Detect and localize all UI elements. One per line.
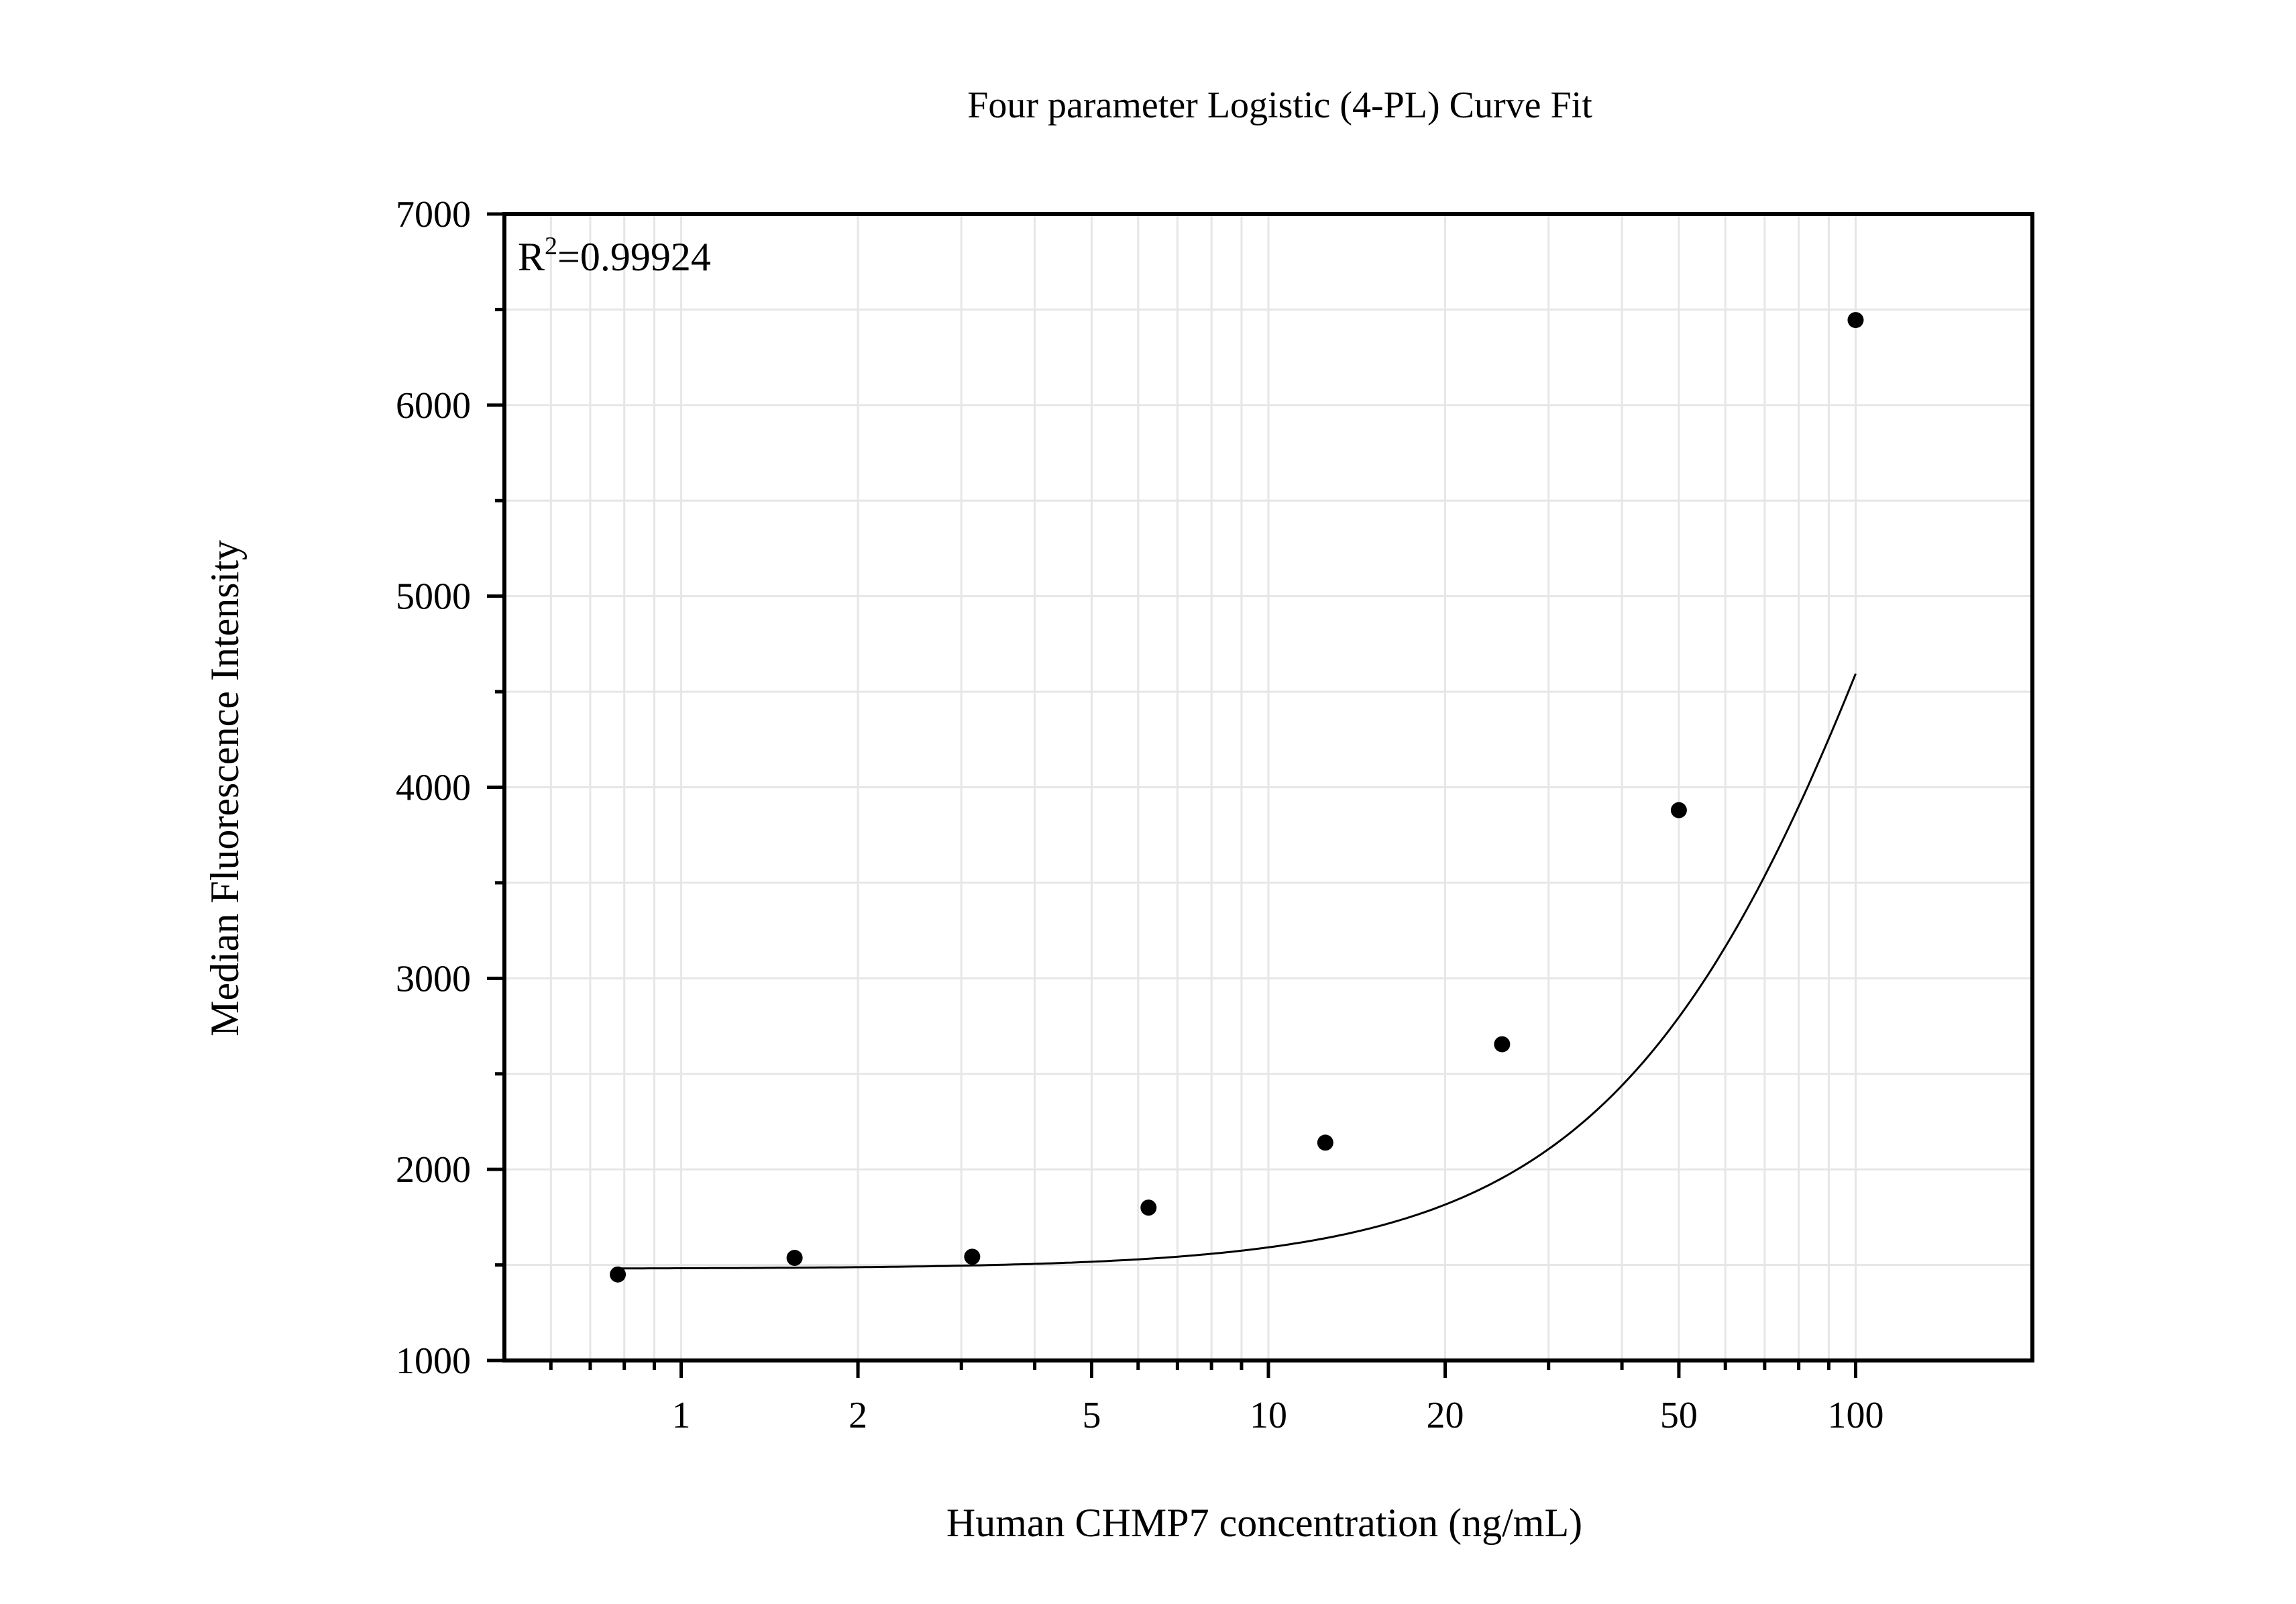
data-point bbox=[1317, 1134, 1333, 1151]
grid bbox=[504, 214, 2032, 1360]
r-squared-prefix: R bbox=[518, 235, 545, 279]
r-squared-value: =0.99924 bbox=[557, 235, 711, 279]
x-tick-label: 10 bbox=[1250, 1395, 1287, 1436]
data-points bbox=[610, 312, 1864, 1283]
data-point bbox=[610, 1266, 626, 1283]
data-point bbox=[1140, 1199, 1157, 1216]
fit-curve-layer bbox=[618, 673, 1857, 1270]
fit-curve bbox=[618, 673, 1857, 1270]
y-tick-label: 4000 bbox=[396, 767, 471, 809]
r-squared-annotation: R2=0.99924 bbox=[518, 232, 711, 279]
axis-ticks bbox=[487, 212, 1857, 1378]
x-tick-label: 5 bbox=[1082, 1395, 1101, 1436]
data-point bbox=[964, 1248, 981, 1265]
x-tick-label: 50 bbox=[1660, 1395, 1698, 1436]
plot-frame bbox=[502, 212, 2034, 1362]
x-tick-label: 100 bbox=[1827, 1395, 1883, 1436]
data-point bbox=[1670, 802, 1687, 818]
y-tick-label: 1000 bbox=[396, 1340, 471, 1382]
tick-labels: 1 2 5 10 20 50 100 1000 2000 3000 4000 5000 6000 7000 bbox=[396, 194, 1883, 1436]
r-squared-superscript: 2 bbox=[545, 232, 557, 260]
y-tick-label: 3000 bbox=[396, 958, 471, 1000]
data-point bbox=[1494, 1036, 1511, 1053]
y-tick-label: 6000 bbox=[396, 385, 471, 427]
y-tick-label: 2000 bbox=[396, 1149, 471, 1191]
x-tick-label: 2 bbox=[849, 1395, 867, 1436]
chart-title: Four parameter Logistic (4-PL) Curve Fit bbox=[967, 85, 1592, 126]
y-axis-label: Median Fluorescence Intensity bbox=[203, 540, 247, 1036]
y-tick-label: 7000 bbox=[396, 194, 471, 235]
x-tick-label: 20 bbox=[1427, 1395, 1464, 1436]
data-point bbox=[786, 1250, 803, 1267]
data-point bbox=[1847, 312, 1864, 329]
y-tick-label: 5000 bbox=[396, 576, 471, 618]
x-tick-label: 1 bbox=[672, 1395, 691, 1436]
x-axis-label: Human CHMP7 concentration (ng/mL) bbox=[946, 1501, 1582, 1545]
